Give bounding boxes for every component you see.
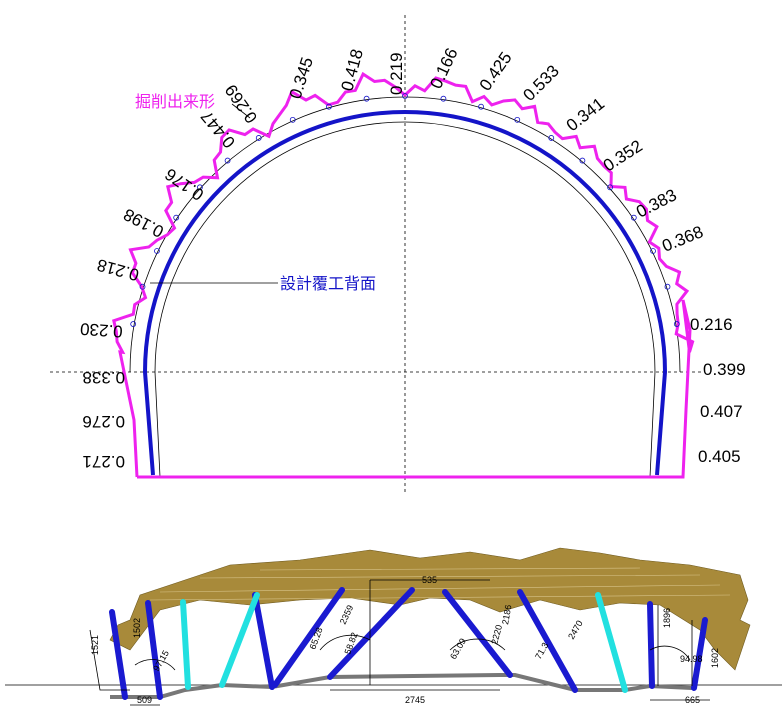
thickness-label: 0.533: [519, 61, 563, 105]
excavation-label: 掘削出来形: [135, 93, 215, 111]
thickness-label: 0.176: [162, 164, 208, 204]
thickness-label: 0.425: [476, 49, 516, 95]
bolts: [112, 590, 705, 697]
thickness-label: 0.341: [563, 94, 608, 135]
ground-line: [110, 675, 692, 697]
dimension-label: 1502: [132, 618, 142, 638]
dimension-label: 94.98: [680, 654, 703, 664]
thickness-label: 0.407: [700, 402, 743, 421]
dimension-label: 1896: [662, 608, 672, 628]
dimension-label: 535: [422, 575, 437, 585]
dimension-label: 1602: [710, 648, 720, 668]
thickness-label: 0.219: [387, 52, 406, 95]
measure-point: [665, 284, 670, 289]
thickness-label: 0.447: [197, 107, 239, 152]
thickness-label: 0.269: [221, 81, 261, 127]
dimension-label: 2359: [338, 603, 356, 625]
measure-point: [441, 96, 446, 101]
thickness-label: 0.276: [82, 412, 125, 431]
thickness-label: 0.271: [82, 452, 125, 471]
thickness-label: 0.345: [286, 55, 317, 101]
dimension-label: 2745: [405, 695, 425, 705]
dimension-label: 2186: [500, 604, 513, 625]
lining-label: 設計覆工背面: [280, 275, 376, 293]
thickness-label: 0.352: [600, 136, 646, 175]
thickness-label: 0.198: [120, 204, 166, 241]
drawing: 掘削出来形 設計覆工背面 0.3450.4180.2190.1660.4250.…: [0, 0, 782, 707]
measure-point: [364, 96, 369, 101]
excavation-line: [114, 74, 693, 477]
dimension-label: 1521: [90, 635, 100, 655]
measure-point: [479, 104, 484, 109]
thickness-label: 0.338: [82, 368, 125, 387]
dimension-label: 2470: [566, 619, 585, 641]
thickness-label: 0.383: [633, 185, 680, 221]
dimension-label: 665: [685, 695, 700, 705]
thickness-label: 0.368: [659, 222, 706, 256]
dimension-label: 65.28: [307, 626, 324, 651]
thickness-label: 0.418: [338, 47, 367, 93]
thickness-label: 0.405: [698, 447, 741, 466]
thickness-label: 0.216: [690, 315, 733, 334]
dimension-label: 509: [137, 695, 152, 705]
dimension-label: 2220: [489, 624, 504, 646]
measure-point: [131, 322, 136, 327]
thickness-label: 0.399: [703, 360, 746, 379]
thickness-label: 0.230: [80, 319, 124, 341]
